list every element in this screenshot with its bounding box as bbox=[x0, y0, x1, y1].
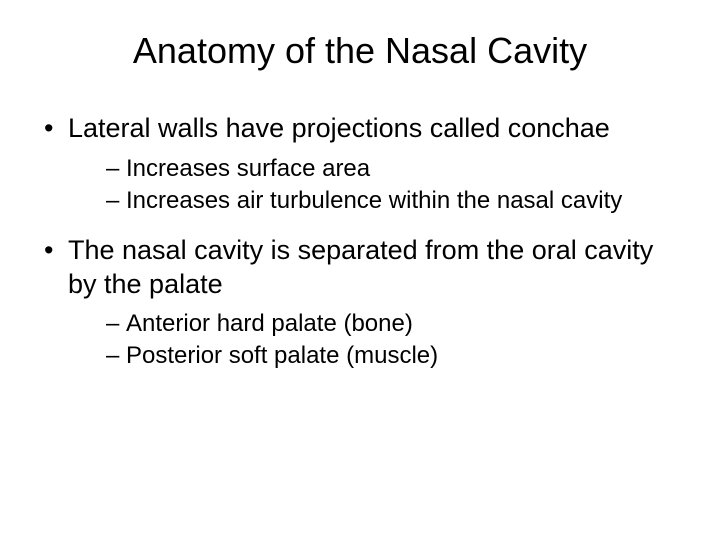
sub-list: Increases surface area Increases air tur… bbox=[68, 154, 680, 216]
bullet-list: Lateral walls have projections called co… bbox=[40, 112, 680, 371]
list-item-text: Posterior soft palate (muscle) bbox=[126, 342, 438, 369]
list-item-text: Increases surface area bbox=[126, 155, 370, 182]
list-item-text: Lateral walls have projections called co… bbox=[68, 113, 610, 143]
list-item: Posterior soft palate (muscle) bbox=[68, 341, 680, 371]
sub-list: Anterior hard palate (bone) Posterior so… bbox=[68, 309, 680, 371]
list-item-text: The nasal cavity is separated from the o… bbox=[68, 235, 653, 299]
list-item: Increases air turbulence within the nasa… bbox=[68, 186, 680, 216]
list-item: Anterior hard palate (bone) bbox=[68, 309, 680, 339]
list-item: Increases surface area bbox=[68, 154, 680, 184]
list-item-text: Increases air turbulence within the nasa… bbox=[126, 187, 622, 214]
slide: Anatomy of the Nasal Cavity Lateral wall… bbox=[0, 0, 720, 540]
list-item: The nasal cavity is separated from the o… bbox=[40, 234, 680, 372]
list-item-text: Anterior hard palate (bone) bbox=[126, 310, 413, 337]
slide-title: Anatomy of the Nasal Cavity bbox=[40, 30, 680, 72]
list-item: Lateral walls have projections called co… bbox=[40, 112, 680, 216]
